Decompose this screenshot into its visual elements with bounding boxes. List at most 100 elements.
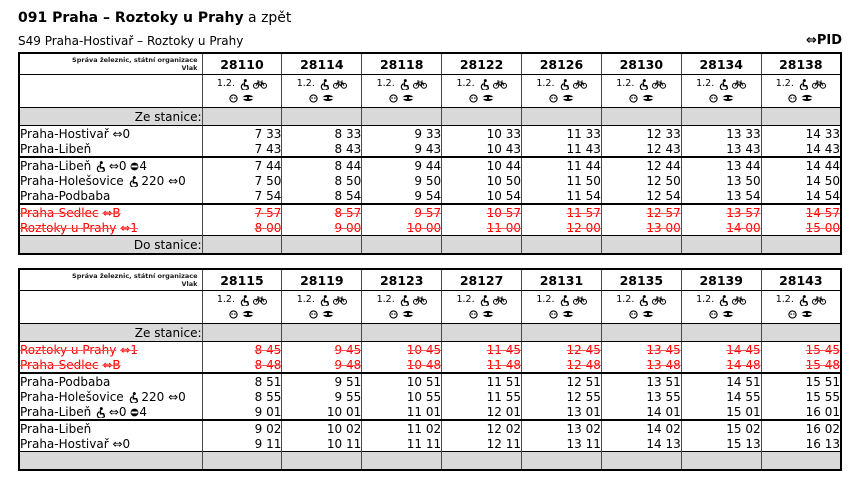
time-cell: 9 50 [361,173,442,188]
station-cell: Praha-Libeň [19,141,202,157]
bicycle-icon [253,293,267,307]
time-cell: 10 00 [361,220,442,236]
station-row: Praha-Holešovice 220 ⇔0 8 55 9 55 10 55 11 5… [19,389,841,404]
time-cell: 11 55 [441,389,522,404]
station-cell: Praha-Hostivař ⇔0 [19,436,202,452]
time-cell: 15 00 [760,220,841,236]
time-cell: 7 50 [201,173,282,188]
station-row: Praha-Podbaba 8 51 9 51 10 51 11 51 12 51 13 5… [19,372,841,389]
class-label: 1.2. [775,78,794,90]
low-floor-icon [629,307,638,321]
time-cell: 11 44 [521,156,602,173]
time-cell: 12 57 [600,203,682,220]
class-label: 1.2. [216,78,235,90]
station-cell: Praha-Libeň [19,419,202,436]
station-name: Roztoky u Prahy [20,220,117,235]
time-cell: 9 57 [361,203,442,220]
section-from-row: Ze stanice: [19,107,841,126]
eye-icon [482,307,494,321]
section-empty-cell [281,107,362,126]
train-services-cell: 1.2. [760,74,841,108]
time-cell: 12 11 [441,436,522,452]
section-empty-cell [201,323,282,342]
low-floor-icon [629,91,638,105]
wheelchair-icon [239,77,249,91]
station-suffix: ⇔B [102,357,121,372]
wheelchair-icon [239,293,249,307]
time-cell: 10 44 [441,156,522,173]
time-cell: 8 55 [201,389,282,404]
subtitle-row: S49 Praha-Hostivař – Roztoky u Prahy ⇔PI… [18,33,842,48]
train-number: 28127 [441,269,522,291]
time-cell: 13 33 [680,125,762,141]
eye-icon [242,307,254,321]
train-number: 28123 [361,269,442,291]
station-suffix: ⇔0 [112,126,131,141]
station-cell: Praha-Sedlec ⇔B [19,203,202,220]
section-empty-cell [600,451,682,471]
station-name: Praha-Hostivař [20,126,109,141]
class-label: 1.2. [456,78,475,90]
time-cell: 9 00 [281,220,362,236]
time-cell: 15 01 [680,404,762,420]
time-cell: 14 00 [680,220,762,236]
time-cell: 12 43 [600,141,682,157]
station-row: Praha-Libeň 9 02 10 02 11 02 12 02 13 02 14 02… [19,419,841,436]
section-empty-cell [361,107,442,126]
station-name: Praha-Sedlec [20,357,99,372]
time-cell: 9 01 [201,404,282,420]
time-cell: 14 50 [760,173,841,188]
section-empty-cell [441,451,522,471]
class-label: 1.2. [696,78,715,90]
eye-icon [322,307,334,321]
station-cell: Praha-Podbaba [19,372,202,389]
eye-icon [722,91,734,105]
train-number: 28130 [600,53,682,75]
time-cell: 11 54 [521,188,602,204]
low-floor-icon [229,91,239,105]
time-cell: 12 54 [600,188,682,204]
bicycle-icon [572,77,587,91]
time-cell: 10 54 [441,188,522,204]
class-label: 1.2. [775,294,794,306]
wheelchair-icon [95,159,106,173]
section-empty-cell [281,451,362,471]
train-services-cell: 1.2. [441,74,522,108]
time-cell: 14 01 [600,404,682,420]
low-floor-icon [309,307,318,321]
time-cell: 8 43 [281,141,362,157]
station-suffix: 220 ⇔0 [137,389,186,404]
time-cell: 12 51 [521,372,602,389]
train-number: 28126 [521,53,602,75]
train-services-cell: 1.2. [201,74,282,108]
section-label: Ze stanice: [19,107,202,126]
train-number: 28119 [281,269,362,291]
time-cell: 14 13 [600,436,682,452]
time-cell: 9 51 [281,372,362,389]
low-floor-icon [709,91,718,105]
class-label: 1.2. [616,294,635,306]
section-empty-cell [680,451,762,471]
low-floor-icon [229,307,239,321]
wheelchair-icon [479,293,489,307]
time-cell: 10 55 [361,389,442,404]
section-empty-cell [760,107,841,126]
section-empty-cell [521,235,602,255]
station-cell: Praha-Podbaba [19,188,202,204]
station-name: Praha-Sedlec [20,205,99,220]
time-cell: 15 51 [760,372,841,389]
time-cell: 12 44 [600,156,682,173]
eye-icon [322,91,334,105]
class-label: 1.2. [216,294,235,306]
train-services-cell: 1.2. [281,74,362,108]
time-cell: 9 54 [361,188,442,204]
time-cell: 12 48 [521,357,602,373]
time-cell: 13 02 [521,419,602,436]
time-cell: 11 01 [361,404,442,420]
time-cell: 15 13 [680,436,762,452]
operator-cell-spacer [19,74,202,108]
section-empty-cell [441,107,522,126]
time-cell: 11 51 [441,372,522,389]
bicycle-icon [652,293,667,307]
time-cell: 15 45 [760,341,841,357]
